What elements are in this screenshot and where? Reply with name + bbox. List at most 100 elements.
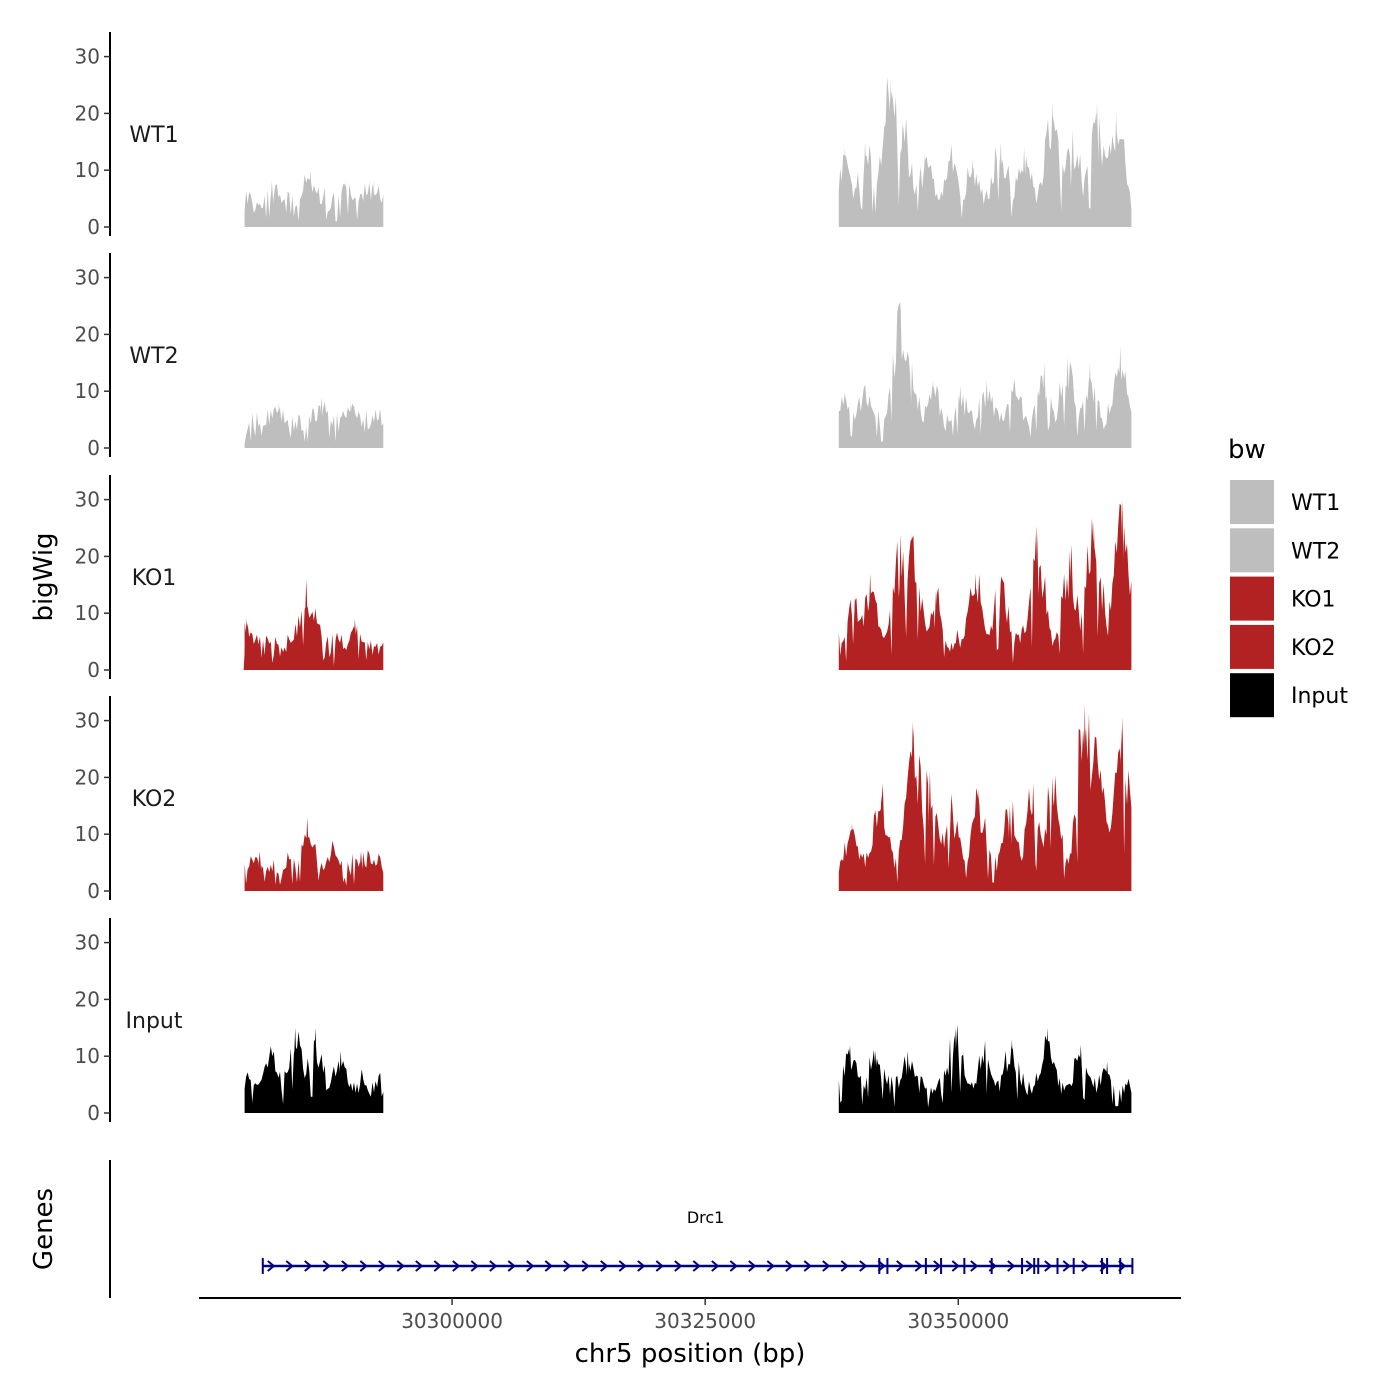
strand-arrow: [415, 1260, 424, 1272]
signal-peak: [318, 396, 325, 448]
signal-peak: [292, 1027, 299, 1113]
strand-arrow: [711, 1260, 720, 1272]
signal-peak: [867, 573, 874, 670]
strand-arrow: [526, 1260, 535, 1272]
signal-peak: [256, 851, 263, 891]
signal-peak: [952, 1027, 959, 1113]
track-label: Input: [126, 1009, 183, 1034]
signal-peak: [948, 147, 955, 227]
strand-arrow: [896, 1260, 905, 1272]
strand-arrow: [470, 1260, 479, 1272]
signal-peak: [312, 1027, 319, 1113]
y-tick-label: 10: [75, 601, 100, 625]
signal-peak: [1021, 147, 1028, 227]
x-tick-label: 30325000: [654, 1309, 756, 1333]
x-tick-label: 30350000: [907, 1309, 1009, 1333]
signal-peak: [981, 1044, 988, 1113]
y-tick-label: 10: [75, 1044, 100, 1068]
signal-peak: [897, 533, 904, 670]
legend-label-KO1: KO1: [1291, 588, 1336, 613]
signal-peak: [899, 119, 906, 227]
strand-arrow: [933, 1260, 942, 1272]
signal-peak: [997, 141, 1004, 227]
strand-arrow: [914, 1260, 923, 1272]
strand-arrow: [951, 1260, 960, 1272]
signal-area-WT2-1: [244, 401, 384, 448]
signal-peak: [1104, 1061, 1111, 1113]
signal-peak: [841, 147, 848, 227]
signal-peak: [342, 181, 349, 227]
gene-label: Drc1: [687, 1208, 725, 1227]
y-tick-label: 10: [75, 379, 100, 403]
signal-area-WT2-2: [838, 302, 1132, 448]
signal-peak: [1049, 777, 1056, 891]
strand-arrow: [341, 1260, 350, 1272]
strand-arrow: [322, 1260, 331, 1272]
y-tick-label: 20: [75, 322, 100, 346]
y-tick-label: 10: [75, 158, 100, 182]
strand-arrow: [1081, 1260, 1090, 1272]
track-KO2: 0 10 20 30 KO2: [75, 696, 1132, 903]
signal-peak: [1011, 379, 1017, 448]
signal-peak: [243, 618, 250, 670]
signal-peak: [933, 590, 939, 670]
y-tick-label: 20: [75, 101, 100, 125]
strand-arrow: [1062, 1260, 1071, 1272]
legend-swatch-WT1: [1230, 480, 1274, 524]
signal-peak: [370, 181, 377, 227]
signal-peak: [878, 794, 885, 891]
y-tick-label: 20: [75, 765, 100, 789]
genes-track-title: Genes: [29, 1188, 59, 1270]
signal-peak: [1118, 726, 1125, 891]
signal-peak: [1034, 533, 1041, 670]
signal-peak: [358, 851, 364, 891]
signal-peak: [1049, 102, 1056, 227]
signal-peak: [926, 771, 933, 891]
signal-peak: [997, 579, 1004, 670]
signal-peak: [969, 158, 976, 227]
y-tick-label: 30: [75, 266, 100, 290]
strand-arrow: [748, 1260, 757, 1272]
y-tick-label: 0: [87, 215, 100, 239]
strand-arrow: [803, 1260, 812, 1272]
signal-peak: [909, 720, 916, 891]
x-tick-label: 30300000: [401, 1309, 503, 1333]
strand-arrow: [563, 1260, 572, 1272]
signal-peak: [957, 385, 964, 448]
strand-arrow: [729, 1260, 738, 1272]
legend: bw WT1 WT2 KO1 KO2 Input: [1228, 435, 1348, 718]
y-tick-label: 0: [87, 1101, 100, 1125]
signal-area-KO1-2: [838, 503, 1132, 670]
strand-arrow: [489, 1260, 498, 1272]
x-axis-title: chr5 position (bp): [575, 1339, 806, 1369]
signal-peak: [1008, 1039, 1015, 1113]
signal-peak: [329, 839, 336, 891]
legend-swatch-KO2: [1230, 624, 1274, 669]
signal-peak: [841, 391, 848, 448]
legend-swatch-Input: [1230, 673, 1274, 718]
signal-peak: [1006, 805, 1013, 891]
legend-swatch-KO1: [1230, 576, 1274, 621]
signal-area-WT1-2: [838, 76, 1132, 227]
signal-peak: [1081, 703, 1088, 891]
signal-peak: [1093, 737, 1099, 891]
signal-peak: [930, 379, 936, 448]
signal-peak: [1041, 362, 1048, 448]
signal-peak: [1113, 113, 1120, 227]
track-KO1: 0 10 20 30 KO1: [75, 475, 1132, 682]
strand-arrow: [433, 1260, 442, 1272]
signal-peak: [906, 362, 913, 448]
signal-peak: [908, 533, 915, 670]
strand-arrow: [544, 1260, 553, 1272]
strand-arrow: [840, 1260, 849, 1272]
strand-arrow: [859, 1260, 868, 1272]
strand-arrow: [637, 1260, 646, 1272]
signal-peak: [852, 596, 858, 670]
strand-arrow: [766, 1260, 775, 1272]
signal-peak: [948, 800, 955, 891]
signal-peak: [975, 788, 982, 891]
signal-peak: [1077, 1044, 1084, 1113]
signal-peak: [1090, 522, 1097, 670]
y-tick-label: 10: [75, 822, 100, 846]
